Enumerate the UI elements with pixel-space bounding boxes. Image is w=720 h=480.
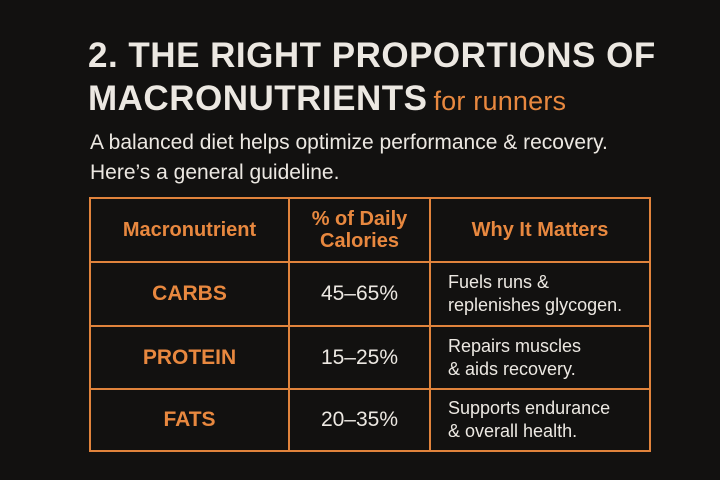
- nutrient-protein: PROTEIN: [142, 345, 237, 369]
- column-divider: [429, 199, 431, 450]
- subtitle-line-1: A balanced diet helps optimize performan…: [90, 131, 608, 154]
- header-percent-daily-calories: % of Daily Calories: [311, 208, 408, 252]
- page-title: 2. THE RIGHT PROPORTIONS OF MACRONUTRIEN…: [88, 34, 688, 123]
- row-divider: [91, 261, 649, 263]
- nutrient-fats: FATS: [163, 408, 216, 431]
- percent-fats: 20–35%: [320, 408, 399, 431]
- row-divider: [91, 325, 649, 327]
- why-fats: Supports endurance & overall health.: [448, 398, 611, 441]
- title-main: 2. THE RIGHT PROPORTIONS OF MACRONUTRIEN…: [88, 36, 656, 118]
- nutrient-carbs: CARBS: [152, 282, 227, 305]
- subtitle-line-2: Here’s a general guideline.: [90, 161, 340, 184]
- why-protein: Repairs muscles & aids recovery.: [448, 335, 582, 379]
- percent-carbs: 45–65%: [320, 282, 399, 305]
- column-divider: [288, 199, 290, 450]
- why-carbs: Fuels runs & replenishes glycogen.: [448, 272, 623, 315]
- title-accent: for runners: [433, 86, 567, 116]
- row-divider: [91, 388, 649, 390]
- percent-protein: 15–25%: [320, 345, 399, 369]
- macronutrient-table: Macronutrient % of Daily Calories Why It …: [89, 197, 651, 452]
- subtitle: A balanced diet helps optimize performan…: [90, 128, 690, 188]
- header-macronutrient: Macronutrient: [122, 219, 257, 241]
- header-why-it-matters: Why It Matters: [471, 219, 609, 241]
